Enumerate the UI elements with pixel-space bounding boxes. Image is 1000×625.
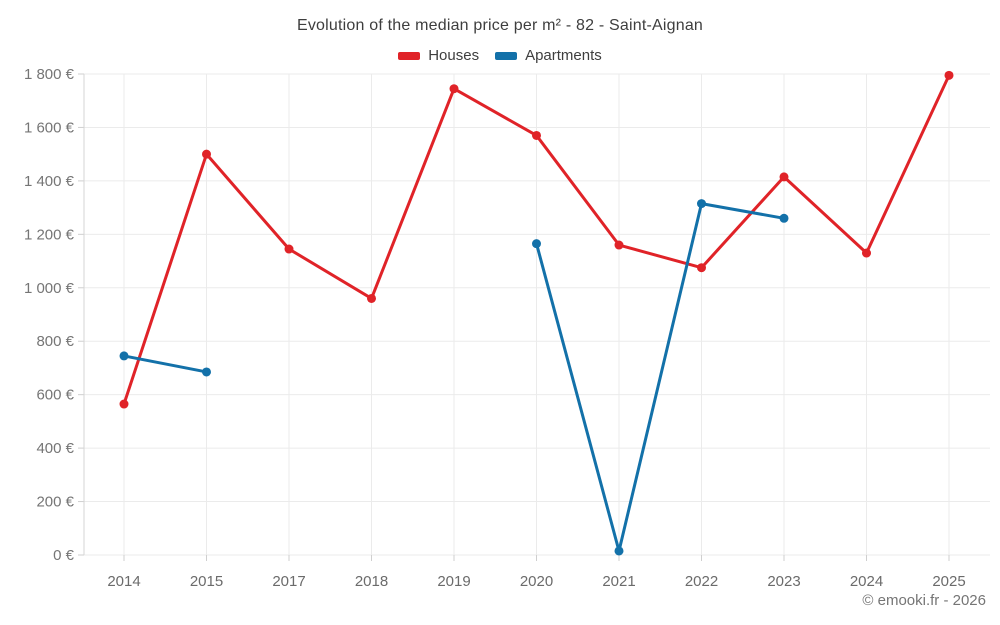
series-line-apartments[interactable] <box>122 354 208 374</box>
legend-label-houses: Houses <box>428 47 480 64</box>
data-point-houses-2014[interactable] <box>119 399 129 409</box>
data-point-houses-2019[interactable] <box>449 84 459 94</box>
apartments-swatch-icon <box>495 51 518 60</box>
legend: Houses Apartments <box>0 47 1000 64</box>
x-axis-label: 2022 <box>685 573 718 590</box>
x-axis-label: 2015 <box>190 573 223 590</box>
x-axis-label: 2021 <box>602 573 635 590</box>
x-axis-label: 2025 <box>932 573 965 590</box>
data-point-apartments-2020[interactable] <box>532 239 541 249</box>
y-axis-label: 1 400 € <box>24 173 75 190</box>
y-axis-label: 200 € <box>36 494 74 511</box>
data-point-houses-2020[interactable] <box>532 130 541 140</box>
data-point-apartments-2014[interactable] <box>119 351 129 361</box>
y-axis-label: 1 200 € <box>24 226 75 243</box>
houses-swatch-icon <box>398 51 421 60</box>
data-point-houses-2018[interactable] <box>367 293 376 303</box>
x-axis-label: 2020 <box>520 573 553 590</box>
y-axis-label: 1 600 € <box>24 119 75 136</box>
y-axis-label: 1 800 € <box>24 66 75 83</box>
x-axis-label: 2014 <box>107 573 140 590</box>
x-axis-label: 2018 <box>355 573 388 590</box>
data-point-apartments-2021[interactable] <box>614 546 624 556</box>
legend-label-apartments: Apartments <box>525 47 602 64</box>
x-axis-label: 2019 <box>437 573 470 590</box>
data-point-houses-2024[interactable] <box>862 248 871 258</box>
x-axis-label: 2024 <box>850 573 883 590</box>
copyright-text: © emooki.fr - 2026 <box>862 592 986 609</box>
x-axis-label: 2023 <box>767 573 800 590</box>
y-axis-label: 400 € <box>36 440 74 457</box>
data-point-apartments-2022[interactable] <box>697 199 706 209</box>
data-point-houses-2015[interactable] <box>202 149 211 159</box>
data-point-houses-2025[interactable] <box>944 70 954 80</box>
y-axis-label: 0 € <box>53 547 75 564</box>
legend-item-apartments[interactable]: Apartments <box>495 47 602 64</box>
series-line-apartments[interactable] <box>535 202 786 553</box>
y-axis-label: 800 € <box>36 333 74 350</box>
data-point-houses-2022[interactable] <box>697 263 706 273</box>
data-point-houses-2021[interactable] <box>614 240 624 250</box>
y-axis-label: 600 € <box>36 387 74 404</box>
data-point-apartments-2023[interactable] <box>779 213 789 223</box>
data-point-houses-2023[interactable] <box>779 172 789 182</box>
y-axis-label: 1 000 € <box>24 280 75 297</box>
legend-item-houses[interactable]: Houses <box>398 47 479 64</box>
data-point-apartments-2015[interactable] <box>202 367 211 377</box>
data-point-houses-2017[interactable] <box>284 244 294 254</box>
x-axis-label: 2017 <box>272 573 305 590</box>
chart-title: Evolution of the median price per m² - 8… <box>296 17 704 34</box>
